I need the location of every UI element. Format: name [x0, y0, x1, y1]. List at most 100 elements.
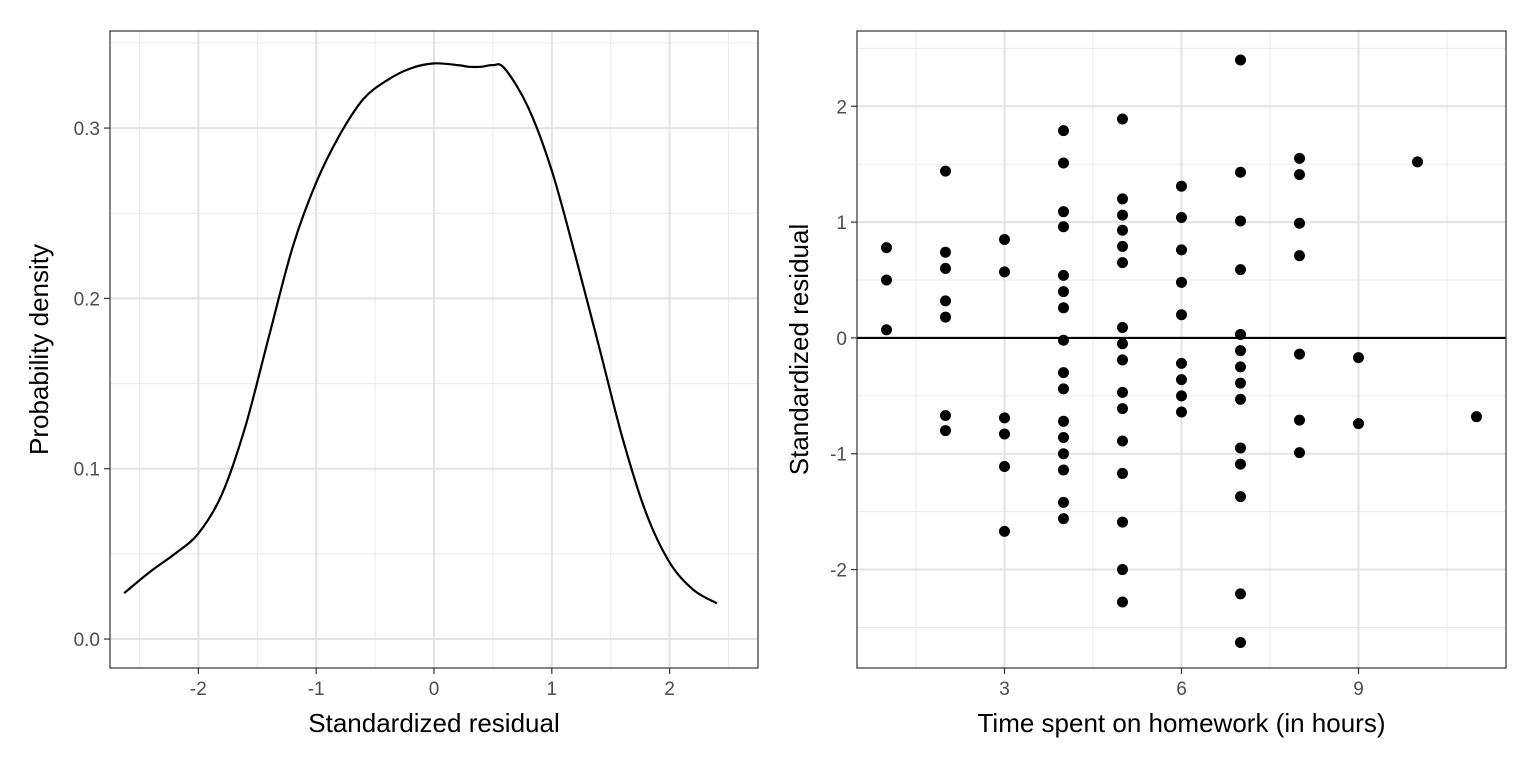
scatter-point	[1058, 125, 1069, 137]
scatter-point	[1058, 286, 1069, 298]
scatter-point	[1117, 321, 1128, 333]
scatter-point	[1117, 224, 1128, 236]
scatter-point	[1058, 464, 1069, 476]
scatter-point	[1235, 328, 1246, 340]
scatter-point	[1235, 345, 1246, 357]
scatter-point	[940, 295, 951, 307]
scatter-point	[1176, 276, 1187, 288]
scatter-point	[1176, 180, 1187, 192]
density-panel: -2 -1 0 1 2 0.0 0.1 0.2 0.3 Standardized residual…	[24, 30, 759, 738]
density-curve	[123, 62, 718, 605]
scatter-point	[1058, 432, 1069, 444]
scatter-point	[999, 525, 1010, 537]
scatter-point	[1235, 166, 1246, 178]
scatter-point	[881, 274, 892, 286]
scatter-point	[1176, 244, 1187, 256]
scatter-point	[1058, 367, 1069, 379]
scatter-point	[1058, 206, 1069, 218]
scatter-point	[940, 410, 951, 422]
scatter-point	[1294, 152, 1305, 164]
scatter-point	[1058, 448, 1069, 460]
x-tick-label: 3	[999, 679, 1010, 700]
scatter-point	[1058, 334, 1069, 346]
scatter-point	[1235, 54, 1246, 66]
scatter-point	[1058, 513, 1069, 525]
x-tick-label: -1	[308, 679, 325, 700]
scatter-point	[1058, 383, 1069, 395]
scatter-point	[1176, 406, 1187, 418]
scatter-point	[940, 425, 951, 437]
scatter-point	[1294, 250, 1305, 262]
scatter-point	[1117, 467, 1128, 479]
y-tick-label: -2	[830, 561, 847, 582]
scatter-point	[1117, 596, 1128, 608]
scatter-point	[1235, 588, 1246, 600]
scatter-point	[999, 460, 1010, 472]
scatter-point	[1058, 415, 1069, 427]
scatter-point	[1117, 564, 1128, 576]
scatter-point	[1176, 357, 1187, 369]
y-tick-label: 2	[836, 97, 847, 118]
scatter-panel: 3 6 9 -2 -1 0 1 2 Time spent on homework (in hou…	[784, 30, 1507, 738]
scatter-point	[881, 242, 892, 254]
scatter-point	[1235, 361, 1246, 373]
scatter-point	[1117, 386, 1128, 398]
scatter-point	[999, 233, 1010, 245]
scatter-point	[940, 246, 951, 258]
scatter-point	[1412, 156, 1423, 168]
scatter-point	[1117, 209, 1128, 221]
scatter-point	[1058, 269, 1069, 281]
x-axis-title: Time spent on homework (in hours)	[978, 708, 1386, 738]
scatter-point	[1294, 217, 1305, 229]
scatter-point	[1235, 637, 1246, 649]
scatter-point	[1471, 411, 1482, 423]
scatter-point	[881, 324, 892, 336]
scatter-point	[1058, 221, 1069, 233]
scatter-point	[1176, 309, 1187, 321]
y-tick-label: 0.2	[74, 289, 100, 310]
x-tick-label: -2	[190, 679, 207, 700]
scatter-point	[1176, 390, 1187, 402]
scatter-point	[1117, 354, 1128, 366]
scatter-point	[1294, 348, 1305, 360]
scatter-point	[1058, 302, 1069, 314]
scatter-point	[1353, 352, 1364, 364]
scatter-point	[1353, 418, 1364, 430]
scatter-point	[1176, 211, 1187, 223]
scatter-point	[999, 412, 1010, 424]
scatter-point	[999, 428, 1010, 440]
scatter-point	[1117, 257, 1128, 269]
scatter-point	[1117, 403, 1128, 415]
scatter-point	[1176, 374, 1187, 386]
y-axis-title: Standardized residual	[784, 224, 814, 476]
y-tick-label: 0.0	[74, 630, 100, 651]
scatter-point	[1117, 193, 1128, 205]
scatter-point	[999, 266, 1010, 278]
y-tick-label: -1	[830, 445, 847, 466]
scatter-point	[1058, 157, 1069, 169]
scatter-point	[940, 262, 951, 274]
scatter-point	[1117, 113, 1128, 125]
scatter-point	[1235, 393, 1246, 405]
scatter-point	[1235, 264, 1246, 276]
scatter-point	[1117, 240, 1128, 252]
scatter-point	[940, 165, 951, 177]
scatter-point	[1235, 442, 1246, 454]
y-tick-label: 0.3	[74, 119, 100, 140]
x-tick-label: 2	[664, 679, 675, 700]
scatter-point	[1294, 447, 1305, 459]
scatter-point	[1235, 491, 1246, 503]
scatter-point	[1294, 414, 1305, 426]
x-tick-label: 0	[429, 679, 440, 700]
scatter-point	[1058, 496, 1069, 508]
x-tick-label: 6	[1176, 679, 1187, 700]
scatter-point	[1235, 458, 1246, 470]
x-tick-label: 1	[547, 679, 558, 700]
y-tick-label: 0	[836, 329, 847, 350]
scatter-point	[940, 311, 951, 323]
scatter-point	[1117, 338, 1128, 350]
y-tick-label: 1	[836, 213, 847, 234]
scatter-point	[1294, 169, 1305, 181]
